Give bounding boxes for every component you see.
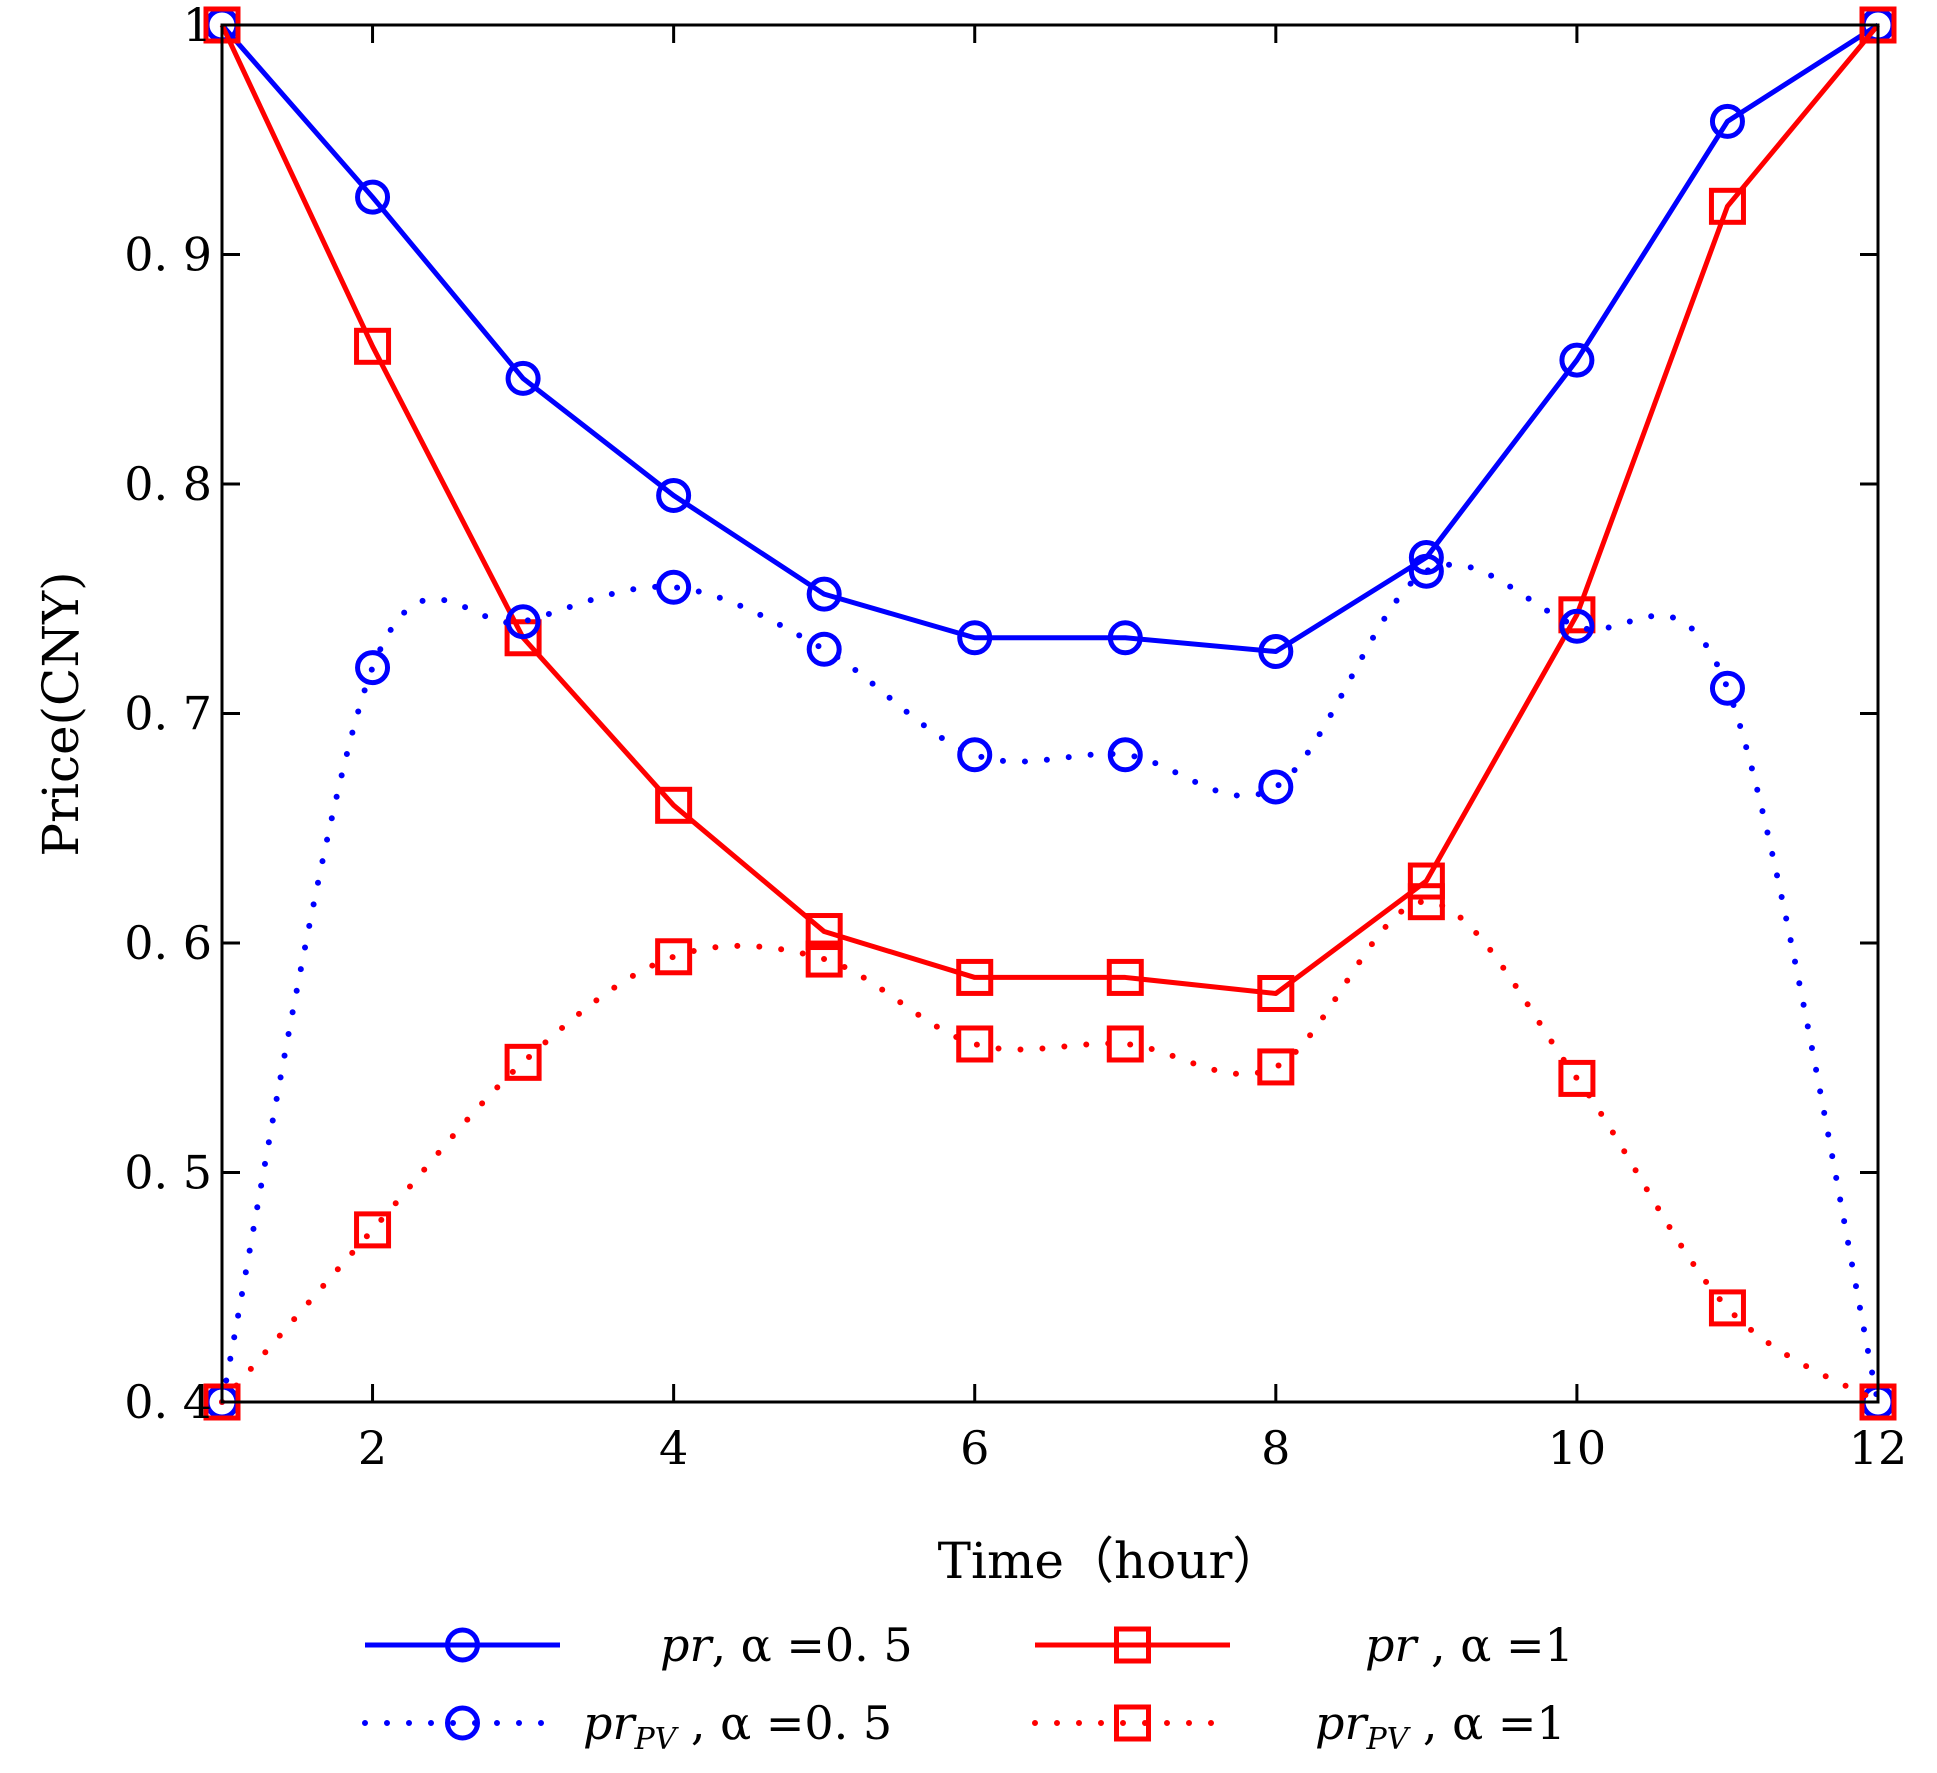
data-point bbox=[805, 913, 843, 951]
data-point bbox=[1257, 1048, 1295, 1086]
data-point bbox=[1708, 187, 1746, 225]
x-tick-label: 2 bbox=[358, 1421, 387, 1475]
series-layer bbox=[203, 6, 1897, 1421]
x-axis-title: Time（hour） bbox=[938, 1532, 1283, 1590]
legend-label-main: pr bbox=[583, 1696, 637, 1750]
x-tick-label: 8 bbox=[1261, 1421, 1290, 1475]
legend-marker bbox=[1114, 1626, 1151, 1664]
data-point bbox=[355, 650, 391, 686]
x-tick-label: 12 bbox=[1849, 1421, 1908, 1475]
y-axis-title: Price(CNY) bbox=[32, 571, 90, 856]
legend-label-subscript: PV bbox=[633, 1722, 679, 1757]
series-line bbox=[219, 23, 1880, 996]
data-point bbox=[956, 1025, 994, 1063]
data-point bbox=[354, 1211, 392, 1249]
series-line bbox=[219, 561, 1881, 1405]
y-tick-label: 0. 4 bbox=[124, 1375, 212, 1429]
data-point bbox=[1107, 620, 1143, 656]
legend-label: pr, α =0. 5 bbox=[660, 1618, 913, 1672]
data-point bbox=[1559, 608, 1595, 644]
y-tick-label: 1 bbox=[183, 0, 212, 52]
data-point bbox=[504, 1043, 542, 1081]
data-point bbox=[1106, 1025, 1144, 1063]
series-1 bbox=[204, 7, 1896, 670]
legend-label-main: pr bbox=[1315, 1696, 1369, 1750]
data-point bbox=[354, 327, 392, 365]
x-tick-label: 4 bbox=[659, 1421, 688, 1475]
legend-item: pr , α =1 bbox=[1035, 1618, 1574, 1672]
legend-label-rest: , α =1 bbox=[1408, 1696, 1565, 1750]
data-point bbox=[805, 940, 843, 978]
data-point bbox=[1106, 958, 1144, 996]
legend-item: prPV , α =0. 5 bbox=[362, 1696, 892, 1757]
data-point bbox=[505, 360, 541, 396]
data-point bbox=[957, 737, 993, 773]
y-tick-label: 0. 5 bbox=[124, 1146, 212, 1200]
legend-label-rest: , α =1 bbox=[1416, 1618, 1573, 1672]
data-point bbox=[1709, 670, 1745, 706]
data-point bbox=[1709, 103, 1745, 139]
legend-label-main: pr bbox=[1365, 1618, 1419, 1672]
legend-marker bbox=[445, 1627, 480, 1663]
legend-item: pr, α =0. 5 bbox=[365, 1618, 913, 1672]
legend-marker bbox=[1114, 1704, 1151, 1742]
data-point bbox=[1558, 1059, 1596, 1097]
x-tick-label: 6 bbox=[960, 1421, 989, 1475]
data-point bbox=[1407, 862, 1445, 900]
legend-label: prPV , α =1 bbox=[1315, 1696, 1566, 1757]
data-point bbox=[505, 604, 541, 640]
data-point bbox=[504, 619, 542, 657]
data-point bbox=[656, 569, 692, 605]
legend-label-main: pr bbox=[660, 1618, 714, 1672]
data-point bbox=[1558, 596, 1596, 634]
data-point bbox=[1559, 342, 1595, 378]
data-point bbox=[806, 576, 842, 612]
y-tick-label: 0. 6 bbox=[124, 916, 212, 970]
data-point bbox=[656, 477, 692, 513]
legend-label-rest: , α =0. 5 bbox=[676, 1696, 892, 1750]
data-point bbox=[1407, 883, 1445, 921]
ticks-layer: 2 4 6 8 10 12 0. 4 0. 5 0. 6 0. 7 0. 8 0. 9 1 bbox=[124, 0, 1907, 1475]
data-point bbox=[1258, 769, 1294, 805]
data-point bbox=[1708, 1289, 1746, 1327]
data-point bbox=[355, 179, 391, 215]
data-point bbox=[655, 938, 693, 976]
data-point bbox=[655, 786, 693, 824]
series-4 bbox=[203, 883, 1897, 1421]
data-point bbox=[1408, 553, 1444, 589]
legend-item: prPV , α =1 bbox=[1032, 1696, 1566, 1757]
y-tick-label: 0. 7 bbox=[124, 687, 212, 741]
data-point bbox=[806, 631, 842, 667]
series-2 bbox=[203, 6, 1897, 1012]
legend-label-subscript: PV bbox=[1365, 1722, 1411, 1757]
legend-marker bbox=[445, 1705, 480, 1741]
data-point bbox=[956, 958, 994, 996]
data-point bbox=[957, 620, 993, 656]
y-tick-label: 0. 8 bbox=[124, 457, 212, 511]
data-point bbox=[1258, 634, 1294, 670]
data-point bbox=[1257, 974, 1295, 1012]
data-point bbox=[1107, 737, 1143, 773]
legend-label: prPV , α =0. 5 bbox=[583, 1696, 892, 1757]
x-tick-label: 10 bbox=[1548, 1421, 1607, 1475]
series-line bbox=[220, 22, 1880, 655]
y-tick-label: 0. 9 bbox=[124, 228, 212, 282]
legend-label-rest: , α =0. 5 bbox=[711, 1618, 912, 1672]
legend-label: pr , α =1 bbox=[1365, 1618, 1574, 1672]
